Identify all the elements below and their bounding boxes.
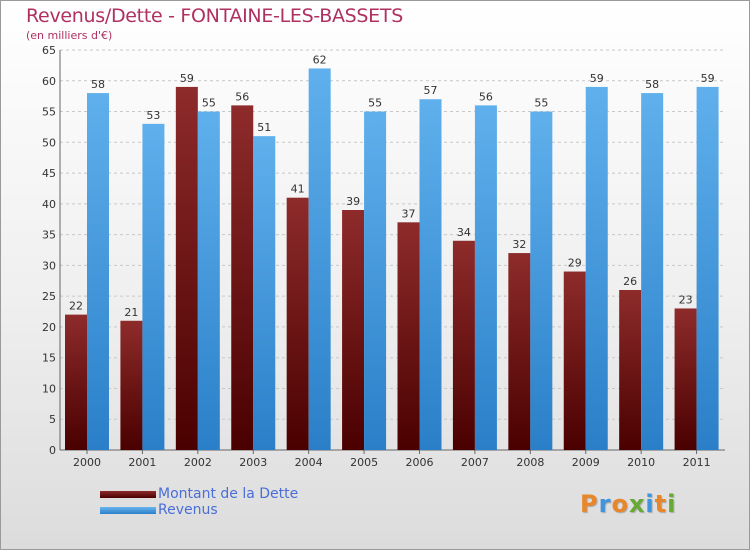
bar-revenus <box>142 123 165 450</box>
data-label-revenus: 55 <box>202 97 216 110</box>
data-label-revenus: 62 <box>313 53 327 66</box>
y-tick-label: 20 <box>42 321 56 334</box>
bar-revenus <box>585 86 608 450</box>
bar-dette <box>674 308 697 450</box>
bar-dette <box>508 253 531 450</box>
y-tick-label: 55 <box>42 106 56 119</box>
legend-label-revenus: Revenus <box>158 502 218 518</box>
bar-revenus <box>696 86 719 450</box>
bar-revenus <box>364 111 387 451</box>
bar-dette <box>563 271 586 450</box>
data-label-dette: 22 <box>69 300 83 313</box>
bar-revenus <box>197 111 220 451</box>
x-tick-label: 2004 <box>295 456 323 469</box>
y-tick-label: 25 <box>42 290 56 303</box>
y-tick-label: 0 <box>49 444 56 457</box>
data-label-dette: 21 <box>124 306 138 319</box>
y-tick-label: 60 <box>42 75 56 88</box>
y-tick-label: 50 <box>42 136 56 149</box>
data-label-revenus: 59 <box>590 72 604 85</box>
y-tick-label: 35 <box>42 229 56 242</box>
x-tick-label: 2010 <box>627 456 655 469</box>
legend-item-dette: Montant de la Dette <box>100 486 298 502</box>
data-label-dette: 37 <box>402 207 416 220</box>
y-tick-label: 15 <box>42 352 56 365</box>
bar-dette <box>452 240 475 450</box>
y-tick-label: 5 <box>49 413 56 426</box>
data-label-revenus: 58 <box>645 78 659 91</box>
bar-dette <box>120 320 143 450</box>
legend-swatch-revenus <box>100 506 156 514</box>
bar-revenus <box>641 93 664 451</box>
bar-dette <box>342 210 365 450</box>
legend: Montant de la Dette Revenus <box>100 486 298 518</box>
bar-dette <box>619 290 642 450</box>
y-tick-label: 65 <box>42 44 56 57</box>
x-tick-label: 2001 <box>128 456 156 469</box>
data-label-dette: 29 <box>568 257 582 270</box>
x-tick-label: 2006 <box>406 456 434 469</box>
data-label-revenus: 59 <box>701 72 715 85</box>
data-label-dette: 23 <box>679 293 693 306</box>
data-label-dette: 41 <box>291 183 305 196</box>
bar-dette <box>286 197 309 450</box>
data-label-revenus: 58 <box>91 78 105 91</box>
data-label-revenus: 55 <box>368 97 382 110</box>
x-tick-label: 2000 <box>73 456 101 469</box>
bar-revenus <box>308 68 331 450</box>
bar-revenus <box>419 99 442 450</box>
data-label-dette: 39 <box>346 195 360 208</box>
legend-label-dette: Montant de la Dette <box>158 486 299 502</box>
bar-revenus <box>87 93 109 451</box>
chart-subtitle: (en milliers d'€) <box>26 29 113 42</box>
data-label-dette: 26 <box>623 275 637 288</box>
y-tick-label: 45 <box>42 167 56 180</box>
x-tick-label: 2009 <box>572 456 600 469</box>
data-label-dette: 34 <box>457 226 471 239</box>
x-tick-label: 2007 <box>461 456 489 469</box>
data-label-revenus: 53 <box>146 109 160 122</box>
y-tick-label: 30 <box>42 259 56 272</box>
data-label-revenus: 56 <box>479 90 493 103</box>
bar-revenus <box>253 136 276 450</box>
x-tick-label: 2003 <box>239 456 267 469</box>
data-label-dette: 32 <box>512 238 526 251</box>
chart-title: Revenus/Dette - FONTAINE-LES-BASSETS <box>26 5 403 27</box>
data-label-dette: 59 <box>180 72 194 85</box>
bar-revenus <box>474 105 497 450</box>
bar-dette <box>65 314 87 450</box>
y-tick-label: 40 <box>42 198 56 211</box>
x-tick-label: 2005 <box>350 456 378 469</box>
x-tick-label: 2002 <box>184 456 212 469</box>
x-tick-label: 2011 <box>683 456 711 469</box>
proxiti-logo: Proxiti <box>580 490 677 518</box>
bar-revenus <box>530 111 553 451</box>
data-label-revenus: 57 <box>424 84 438 97</box>
bar-dette <box>231 105 254 450</box>
y-tick-label: 10 <box>42 382 56 395</box>
legend-item-revenus: Revenus <box>100 502 298 518</box>
data-label-revenus: 51 <box>257 121 271 134</box>
bar-dette <box>175 86 198 450</box>
bar-dette <box>397 222 420 450</box>
legend-swatch-dette <box>100 490 156 498</box>
x-tick-label: 2008 <box>516 456 544 469</box>
data-label-dette: 56 <box>235 90 249 103</box>
data-label-revenus: 55 <box>534 97 548 110</box>
